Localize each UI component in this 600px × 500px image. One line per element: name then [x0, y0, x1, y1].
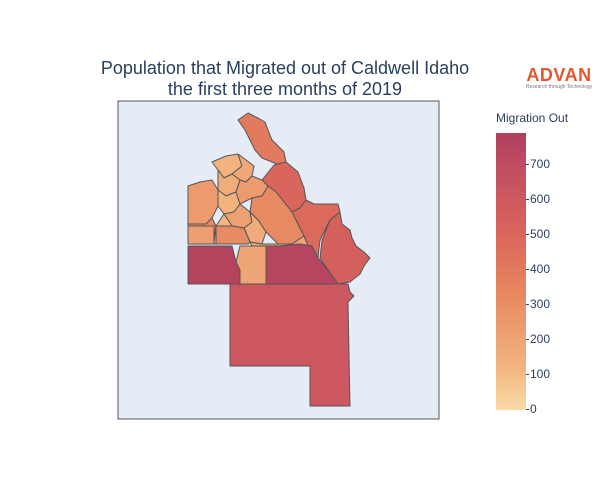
map-regions[interactable]: [187, 112, 371, 407]
tract-north[interactable]: [237, 112, 287, 166]
colorbar-tick-label: 100: [525, 366, 551, 381]
tract-southwest-band[interactable]: [187, 245, 241, 285]
advan-logo: ADVAN Research through Technology: [524, 66, 594, 91]
colorbar-tick-label: 600: [525, 191, 551, 206]
colorbar-gradient: [496, 133, 526, 410]
map-title: Population that Migrated out of Caldwell…: [60, 58, 510, 100]
colorbar-tick-label: 400: [525, 261, 551, 276]
map-title-line-1: Population that Migrated out of Caldwell…: [100, 58, 470, 78]
colorbar-tick-label: 300: [525, 296, 551, 311]
colorbar-tick-label: 700: [525, 156, 551, 171]
logo-wordmark: ADVAN: [526, 65, 592, 85]
map-title-line-2: the first three months of 2019: [167, 79, 403, 99]
tract-south-large[interactable]: [229, 283, 355, 407]
colorbar-title: Migration Out: [496, 111, 569, 125]
tract-south-center[interactable]: [235, 245, 267, 285]
colorbar-tick-label: 200: [525, 331, 551, 346]
colorbar-tick-label: 500: [525, 226, 551, 241]
logo-tagline: Research through Technology: [525, 84, 593, 90]
tract-south-left-1[interactable]: [187, 225, 215, 245]
colorbar-tick-label: 0: [526, 402, 537, 416]
